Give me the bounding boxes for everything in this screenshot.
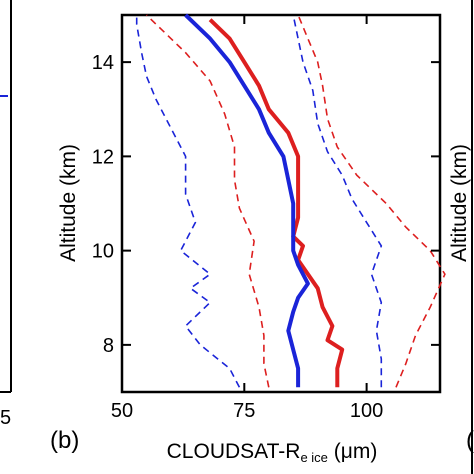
y-axis-title: Altitude (km) xyxy=(57,144,80,262)
panel-label: (b) xyxy=(50,427,79,454)
series-line-dashed-3 xyxy=(297,14,446,388)
x-tick-label-100: 100 xyxy=(350,400,383,422)
right-panel-fragment: Altitude (km) ( xyxy=(448,0,474,474)
series-line-dashed-5 xyxy=(292,14,383,388)
x-tick-label-50: 50 xyxy=(111,400,133,422)
right-panel-y-axis-title: Altitude (km) xyxy=(448,144,471,262)
x-axis-title-unit: (μm) xyxy=(334,440,378,463)
plot-frame xyxy=(120,13,442,394)
y-tick-label-12: 12 xyxy=(92,146,114,168)
y-tick-label-14: 14 xyxy=(92,52,114,74)
left-panel-tick-label: 5 xyxy=(0,407,11,429)
series-line-dashed-2 xyxy=(145,14,270,388)
x-axis-title: CLOUDSAT-Re ice (μm) xyxy=(167,440,378,465)
series-line-dashed-4 xyxy=(135,15,241,388)
series-layer xyxy=(135,13,446,388)
tick-layer: 8 10 12 14 50 75 100 xyxy=(92,15,440,422)
y-tick-label-8: 8 xyxy=(103,335,114,357)
x-axis-title-main: CLOUDSAT-R xyxy=(167,440,301,463)
x-tick-label-75: 75 xyxy=(233,400,255,422)
x-axis-title-subscript: e ice xyxy=(300,450,327,465)
plot-area: 8 10 12 14 50 75 100 xyxy=(92,13,446,422)
series-line-solid-1 xyxy=(184,13,310,388)
left-panel-fragment: 5 xyxy=(0,0,12,429)
y-tick-label-10: 10 xyxy=(92,241,114,263)
right-panel-tag: ( xyxy=(466,427,474,454)
series-line-solid-0 xyxy=(208,18,345,388)
